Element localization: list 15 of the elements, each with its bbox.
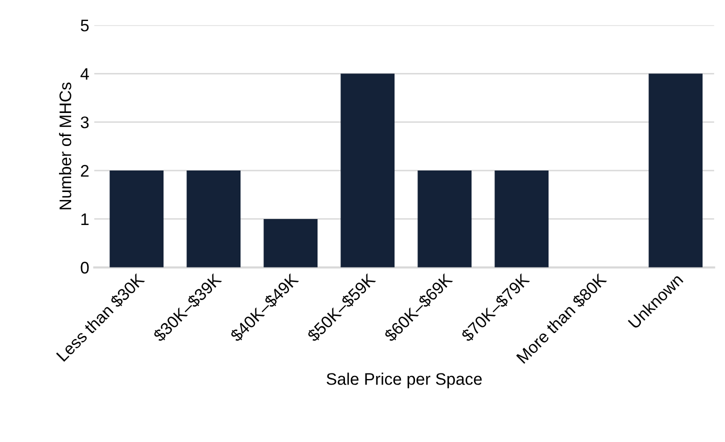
y-tick-label: 3 [80,116,89,128]
y-tick-label: 1 [81,214,89,226]
y-tick-label: 0 [80,262,89,274]
bar [110,170,164,268]
bar [418,170,472,268]
bar [186,170,241,268]
bar [264,218,318,268]
y-tick-label: 5 [80,20,89,32]
y-tick-label: 2 [80,164,89,177]
y-axis-title: Number of MHCs [59,82,72,210]
bar [494,170,549,268]
bar [648,74,703,268]
y-tick-label: 4 [80,68,89,80]
bar [340,74,395,268]
x-axis-title: Sale Price per Space [326,372,482,388]
